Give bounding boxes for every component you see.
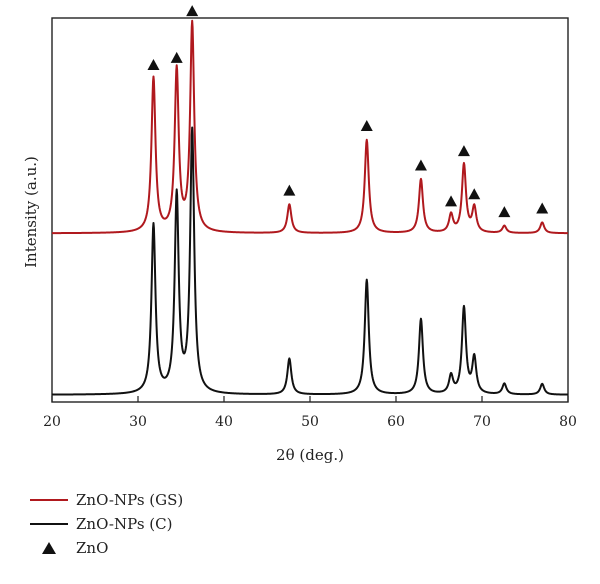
series-layer: [51, 19, 569, 396]
x-axis-title: 2θ (deg.): [276, 446, 344, 464]
zno-marker: [186, 5, 199, 17]
x-tick-label: 80: [559, 414, 577, 430]
y-axis-title: Intensity (a.u.): [22, 156, 40, 268]
x-tick-label: 40: [215, 414, 233, 430]
zno-marker: [414, 159, 427, 171]
triangle-icon: [30, 542, 68, 554]
legend-label-c: ZnO-NPs (C): [76, 515, 173, 533]
marker-layer: [147, 5, 549, 218]
x-tick-label: 50: [301, 414, 319, 430]
zno-marker: [170, 51, 183, 63]
zno-marker: [536, 202, 549, 214]
x-tick-label: 20: [43, 414, 61, 430]
x-axis-ticks: 20 30 40 50 60 70 80: [43, 396, 577, 430]
zno-marker: [468, 188, 481, 200]
legend-item-gs: ZnO-NPs (GS): [30, 488, 183, 512]
zno-marker: [498, 206, 511, 218]
zno-marker: [147, 59, 160, 71]
plot-frame: [51, 17, 569, 403]
x-tick-label: 70: [473, 414, 491, 430]
legend-line-gs: [30, 499, 68, 501]
series-line-c: [51, 126, 569, 396]
x-tick-label: 60: [387, 414, 405, 430]
xrd-chart: 20 30 40 50 60 70 80 Intensity (a.u.) 2θ (deg.…: [22, 5, 577, 464]
legend-label-zno: ZnO: [76, 539, 109, 557]
zno-marker: [445, 195, 458, 207]
zno-marker: [360, 120, 373, 132]
legend-item-c: ZnO-NPs (C): [30, 512, 183, 536]
zno-marker: [457, 145, 470, 157]
legend-label-gs: ZnO-NPs (GS): [76, 491, 184, 509]
zno-marker: [283, 184, 296, 196]
legend-line-c: [30, 523, 68, 525]
x-tick-label: 30: [129, 414, 147, 430]
legend-item-zno: ZnO: [30, 536, 183, 560]
legend: ZnO-NPs (GS) ZnO-NPs (C) ZnO: [30, 488, 183, 560]
series-line-gs: [51, 19, 569, 235]
